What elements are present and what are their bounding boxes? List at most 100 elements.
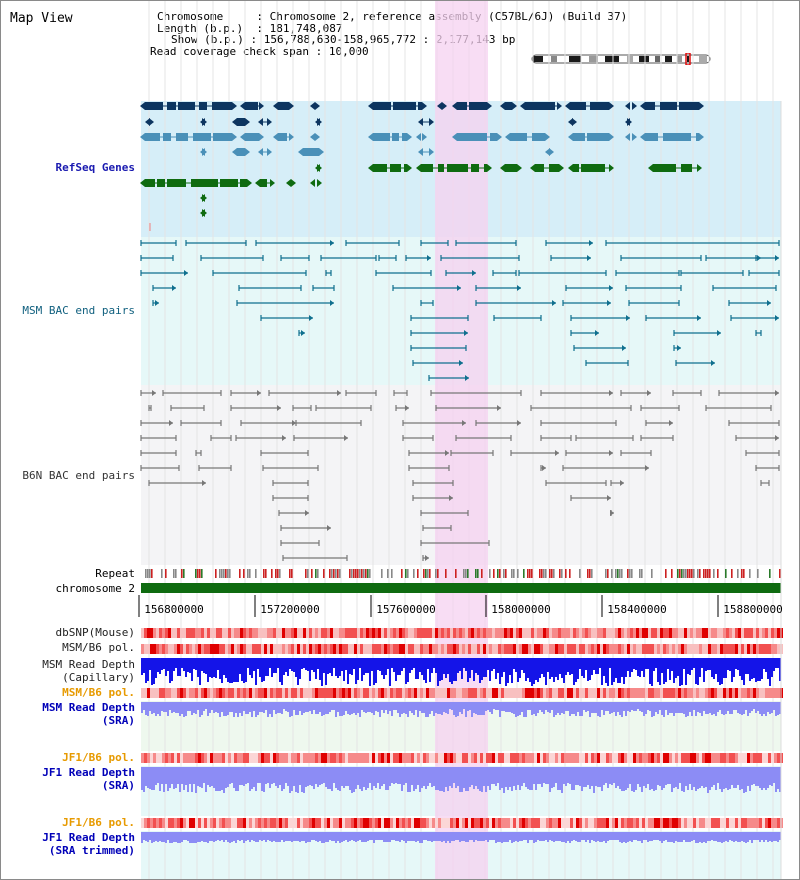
jf1-sra-depth-bar: [165, 767, 167, 784]
dbsnp-band: [705, 628, 708, 638]
jf1-sra-depth-bar: [429, 767, 431, 783]
msm-sra-depth-bar: [607, 702, 609, 711]
dbsnp-band: [771, 628, 774, 638]
jf1-sra-depth-bar: [417, 767, 419, 785]
gene-exon: [404, 164, 407, 172]
msm-b6-pol-band-2: [303, 688, 306, 698]
jf1-b6-pol-band: [477, 753, 480, 763]
msm-bac-pair-end: [457, 285, 461, 291]
msm-sra-depth-bar: [331, 702, 333, 710]
jf1-sra-depth-bar: [709, 767, 711, 790]
jf1-trim-depth-bar: [171, 832, 173, 843]
msm-b6-pol-band: [522, 644, 525, 654]
dbsnp-band: [501, 628, 504, 638]
jf1-sra-depth-bar: [469, 767, 471, 787]
jf1-trim-depth-bar: [279, 832, 281, 842]
repeat-element: [499, 569, 501, 578]
jf1-b6-pol-band: [435, 753, 438, 763]
msm-cap-depth-bar: [211, 658, 213, 678]
msm-b6-pol-band: [723, 644, 726, 654]
msm-b6-pol-band: [681, 644, 684, 654]
msm-b6-pol-band: [162, 644, 165, 654]
chromosome-ideogram[interactable]: [531, 53, 713, 65]
msm-sra-depth-bar: [395, 702, 397, 710]
jf1-b6-pol-band: [501, 753, 504, 763]
jf1-trim-depth-bar: [607, 832, 609, 841]
jf1-b6-pol-band-2: [336, 818, 339, 828]
jf1-sra-depth-bar: [271, 767, 273, 784]
msm-b6-pol-band: [285, 644, 288, 654]
dbsnp-band: [708, 628, 711, 638]
msm-cap-depth-bar: [163, 658, 165, 669]
msm-cap-depth-bar: [747, 658, 749, 674]
jf1-b6-pol-band: [147, 753, 150, 763]
msm-b6-pol-band-2: [162, 688, 165, 698]
jf1-trim-depth-bar: [307, 832, 309, 842]
msm-sra-depth-bar: [689, 702, 691, 712]
msm-sra-depth-bar: [759, 702, 761, 714]
jf1-b6-pol-band-2: [630, 818, 633, 828]
msm-cap-depth-bar: [513, 658, 515, 669]
jf1-b6-pol-band: [531, 753, 534, 763]
msm-sra-depth-bar: [387, 702, 389, 714]
jf1-trim-depth-bar: [253, 832, 255, 841]
repeat-element: [679, 569, 681, 578]
jf1-sra-depth-bar: [181, 767, 183, 784]
gene-exon: [157, 179, 165, 187]
jf1-b6-pol-band-2: [681, 818, 684, 828]
msm-bac-pair-end: [607, 300, 611, 306]
dbsnp-band: [459, 628, 462, 638]
msm-cap-depth-bar: [357, 658, 359, 680]
repeat-element: [705, 569, 707, 578]
b6n-bac-pair-end: [425, 555, 429, 561]
repeat-element: [565, 569, 567, 578]
dbsnp-band: [336, 628, 339, 638]
msm-b6-pol-band-2: [492, 688, 495, 698]
repeat-element: [361, 569, 363, 578]
jf1-trim-depth-bar: [709, 832, 711, 841]
jf1-b6-pol-band-2: [252, 818, 255, 828]
jf1-sra-depth-bar: [209, 767, 211, 787]
gene-arrow: [149, 118, 154, 126]
jf1-trim-depth-bar: [317, 832, 319, 842]
jf1-b6-pol-band-2: [363, 818, 366, 828]
dbsnp-band: [441, 628, 444, 638]
jf1-trim-depth-bar: [455, 832, 457, 840]
jf1-b6-pol-band: [693, 753, 696, 763]
jf1-sra-depth-bar: [583, 767, 585, 787]
msm-cap-depth-bar: [141, 658, 143, 675]
gene-arrow: [258, 118, 263, 126]
jf1-trim-depth-bar: [609, 832, 611, 840]
dbsnp-band: [480, 628, 483, 638]
msm-sra-depth-bar: [389, 702, 391, 711]
jf1-sra-depth-bar: [437, 767, 439, 790]
msm-cap-depth-bar: [399, 658, 401, 675]
msm-b6-pol-band-2: [318, 688, 321, 698]
dbsnp-band: [330, 628, 333, 638]
jf1-sra-depth-bar: [637, 767, 639, 784]
gene-arrow: [625, 118, 630, 126]
jf1-sra-depth-bar: [463, 767, 465, 788]
jf1-sra-depth-bar: [503, 767, 505, 793]
jf1-trim-depth-bar: [233, 832, 235, 841]
dbsnp-band: [381, 628, 384, 638]
repeat-element: [639, 569, 641, 578]
jf1-sra-depth-bar: [383, 767, 385, 784]
msm-bac-pair-end: [459, 360, 463, 366]
jf1-b6-pol-band-2: [624, 818, 627, 828]
jf1-sra-depth-bar: [685, 767, 687, 786]
dbsnp-band: [348, 628, 351, 638]
jf1-trim-depth-bar: [681, 832, 683, 842]
jf1-trim-depth-bar: [201, 832, 203, 841]
msm-cap-depth-bar: [621, 658, 623, 677]
jf1-trim-depth-bar: [755, 832, 757, 840]
gene-arrow: [568, 133, 573, 141]
dbsnp-band: [774, 628, 777, 638]
msm-sra-depth-bar: [599, 702, 601, 717]
jf1-trim-depth-bar: [685, 832, 687, 842]
gene-arrow: [625, 102, 630, 110]
msm-sra-depth-bar: [335, 702, 337, 717]
dbsnp-band: [219, 628, 222, 638]
msm-cap-depth-bar: [299, 658, 301, 679]
